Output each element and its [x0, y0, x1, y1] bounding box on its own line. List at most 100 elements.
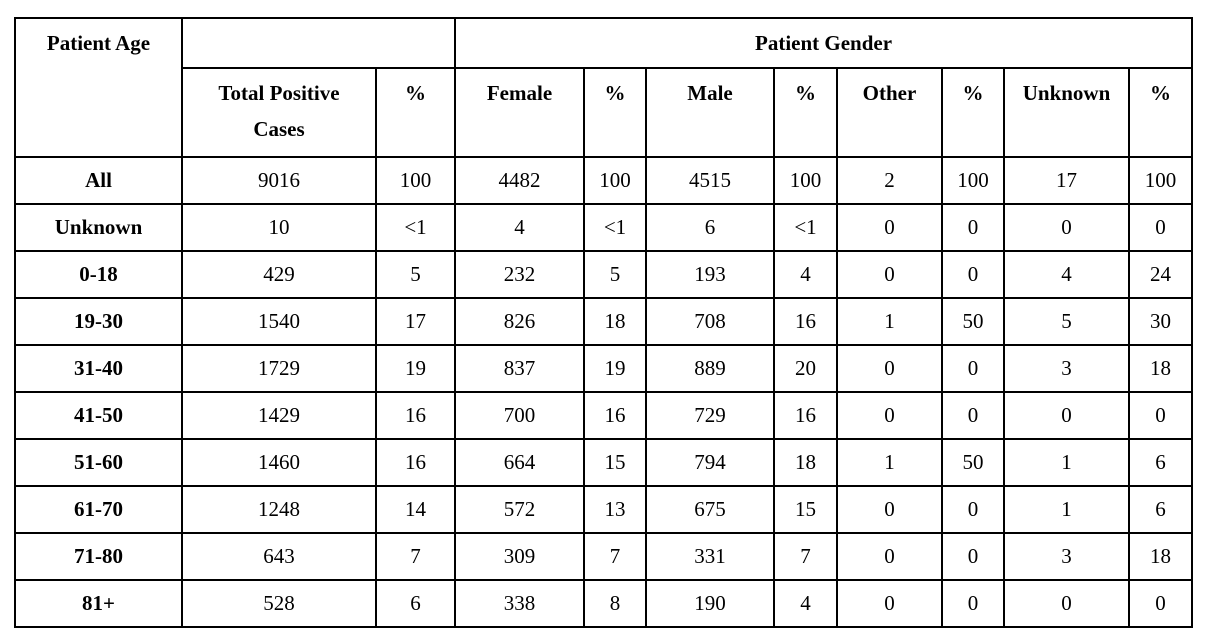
- column-header-text: %: [1150, 81, 1172, 105]
- cell: 30: [1127, 297, 1194, 346]
- data-row: All 9016 100 4482 100 4515 100 2 100 17 100: [14, 156, 1194, 205]
- cell: 1: [836, 297, 943, 346]
- data-row: 0-18 429 5 232 5 193 4 0 0 4 24: [14, 250, 1194, 299]
- empty-header: [181, 17, 456, 69]
- cell: 6: [645, 203, 775, 252]
- cell: 889: [645, 344, 775, 393]
- cell: 664: [454, 438, 585, 487]
- cell: 0: [941, 250, 1005, 299]
- cell: 0: [941, 485, 1005, 534]
- cell: 7: [375, 532, 456, 581]
- data-row: 61-70 1248 14 572 13 675 15 0 0 1 6: [14, 485, 1194, 534]
- cell: 14: [375, 485, 456, 534]
- cell: 429: [181, 250, 377, 299]
- cell: 4: [773, 579, 838, 628]
- cell: 100: [941, 156, 1005, 205]
- cell: 5: [583, 250, 647, 299]
- cell: 794: [645, 438, 775, 487]
- cell: 4515: [645, 156, 775, 205]
- cell: 18: [1127, 532, 1194, 581]
- cell: 309: [454, 532, 585, 581]
- cell: 1: [836, 438, 943, 487]
- column-header: %: [1127, 67, 1194, 158]
- data-row: 51-60 1460 16 664 15 794 18 1 50 1 6: [14, 438, 1194, 487]
- cell: 19: [583, 344, 647, 393]
- row-label: Unknown: [14, 203, 183, 252]
- column-header: Unknown: [1003, 67, 1130, 158]
- cell: 19: [375, 344, 456, 393]
- cell: 15: [773, 485, 838, 534]
- cell: 1460: [181, 438, 377, 487]
- cell: 675: [645, 485, 775, 534]
- cell: <1: [583, 203, 647, 252]
- row-label: 31-40: [14, 344, 183, 393]
- row-label: 81+: [14, 579, 183, 628]
- cell: 643: [181, 532, 377, 581]
- cell: 15: [583, 438, 647, 487]
- cell: 2: [836, 156, 943, 205]
- data-table: Patient Age Patient Gender Total Positiv…: [14, 17, 1194, 628]
- row-label: 51-60: [14, 438, 183, 487]
- cell: 20: [773, 344, 838, 393]
- cell: 0: [836, 391, 943, 440]
- column-header: %: [941, 67, 1005, 158]
- cell: 5: [375, 250, 456, 299]
- cell: 17: [1003, 156, 1130, 205]
- cell: 18: [773, 438, 838, 487]
- row-label: 41-50: [14, 391, 183, 440]
- column-header-text: %: [962, 81, 984, 105]
- cell: 232: [454, 250, 585, 299]
- cell: 17: [375, 297, 456, 346]
- cell: 193: [645, 250, 775, 299]
- data-row: 19-30 1540 17 826 18 708 16 1 50 5 30: [14, 297, 1194, 346]
- row-label: 61-70: [14, 485, 183, 534]
- cell: 338: [454, 579, 585, 628]
- cell: 1248: [181, 485, 377, 534]
- cell: 1540: [181, 297, 377, 346]
- table-head: Patient Age Patient Gender Total Positiv…: [14, 17, 1194, 158]
- cell: 4: [773, 250, 838, 299]
- cell: <1: [773, 203, 838, 252]
- data-row: 81+ 528 6 338 8 190 4 0 0 0 0: [14, 579, 1194, 628]
- cell: 10: [181, 203, 377, 252]
- column-header-text: %: [405, 81, 426, 105]
- cell: 1: [1003, 485, 1130, 534]
- cell: 837: [454, 344, 585, 393]
- cell: 3: [1003, 344, 1130, 393]
- cell: 0: [1003, 391, 1130, 440]
- cell: 729: [645, 391, 775, 440]
- column-header-text: Other: [862, 81, 917, 105]
- data-row: 71-80 643 7 309 7 331 7 0 0 3 18: [14, 532, 1194, 581]
- cell: 1: [1003, 438, 1130, 487]
- cell: 0: [941, 203, 1005, 252]
- cell: 0: [836, 203, 943, 252]
- cell: 4: [454, 203, 585, 252]
- cell: 1429: [181, 391, 377, 440]
- column-header: Male: [645, 67, 775, 158]
- cell: 50: [941, 438, 1005, 487]
- row-label: 71-80: [14, 532, 183, 581]
- column-header: Total Positive Cases: [181, 67, 377, 158]
- cell: 7: [773, 532, 838, 581]
- row-label: 0-18: [14, 250, 183, 299]
- column-header: Female: [454, 67, 585, 158]
- cell: 18: [583, 297, 647, 346]
- cell: 0: [1003, 579, 1130, 628]
- cell: 100: [375, 156, 456, 205]
- cell: 0: [941, 532, 1005, 581]
- column-header-text: %: [604, 81, 626, 105]
- column-header: %: [583, 67, 647, 158]
- cell: 100: [1127, 156, 1194, 205]
- cell: 0: [941, 579, 1005, 628]
- cell: 0: [941, 391, 1005, 440]
- cell: 0: [836, 579, 943, 628]
- row-label: All: [14, 156, 183, 205]
- cell: 100: [773, 156, 838, 205]
- cell: 13: [583, 485, 647, 534]
- column-header-text: Female: [486, 81, 553, 105]
- row-label: 19-30: [14, 297, 183, 346]
- cell: 4: [1003, 250, 1130, 299]
- cell: 0: [941, 344, 1005, 393]
- cell: 9016: [181, 156, 377, 205]
- cell: 0: [1127, 203, 1194, 252]
